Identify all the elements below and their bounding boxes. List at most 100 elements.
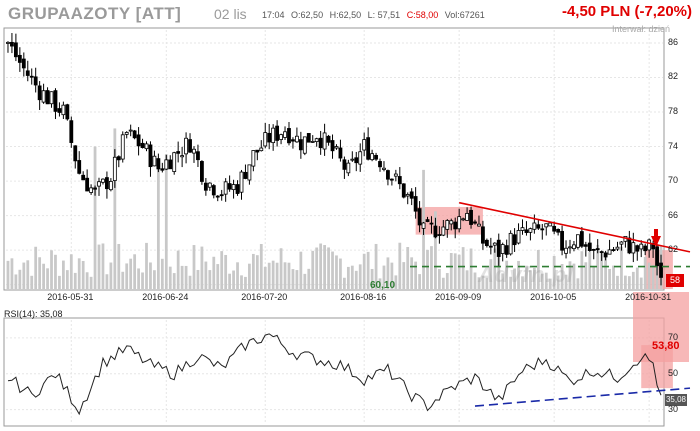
candle-body — [6, 41, 10, 44]
candle-body — [148, 144, 153, 168]
candle-body — [540, 228, 545, 231]
candle-body — [57, 108, 62, 113]
volume-bar — [168, 266, 172, 289]
volume-bar — [564, 274, 568, 289]
candle-body — [69, 120, 74, 143]
candle-body — [382, 167, 386, 170]
y-tick-label: 70 — [668, 175, 679, 186]
candle-body — [45, 90, 50, 105]
candle-body — [326, 135, 331, 143]
candle-body — [25, 70, 30, 76]
candle-body — [314, 138, 319, 143]
x-tick-label: 2016-06-24 — [142, 292, 189, 302]
volume-bar — [236, 262, 239, 289]
candle-body — [227, 183, 232, 190]
rsi-trend-line — [474, 387, 691, 407]
candle-body — [49, 91, 54, 105]
volume-bar — [398, 242, 402, 289]
volume-bar — [513, 268, 516, 289]
volume-bar — [568, 261, 572, 289]
candle-body — [488, 245, 493, 248]
volume-bar — [434, 211, 437, 289]
volume-bar — [631, 271, 635, 289]
volume-bar — [552, 256, 556, 289]
candle-body — [548, 222, 553, 227]
candle-body — [294, 135, 299, 143]
volume-bar — [180, 265, 184, 289]
candle-body — [53, 90, 58, 112]
volume-bar — [172, 273, 176, 289]
volume-bar — [141, 272, 144, 289]
candle-body — [85, 177, 90, 192]
candle-body — [89, 187, 93, 193]
y-tick-label: 66 — [668, 209, 679, 220]
volume-bar — [596, 244, 600, 289]
volume-bar — [295, 270, 299, 289]
candle-body — [81, 174, 86, 181]
candle-body — [401, 183, 406, 198]
rsi-tick-label: 70 — [668, 331, 679, 342]
volume-bar — [46, 268, 49, 289]
x-tick-label: 2016-07-20 — [241, 292, 288, 302]
candle-body — [492, 242, 497, 246]
rsi-tick-label: 50 — [668, 367, 679, 378]
volume-bar — [307, 268, 311, 289]
volume-bar — [331, 251, 334, 289]
volume-bar — [620, 246, 623, 289]
volume-bar — [378, 278, 382, 289]
candle-body — [120, 134, 125, 160]
volume-bar — [62, 260, 65, 289]
candle-body — [192, 148, 196, 154]
volume-bar — [469, 248, 473, 289]
candle-body — [481, 226, 485, 244]
volume-bar — [600, 252, 604, 289]
volume-bar — [283, 262, 287, 289]
candle-body — [243, 171, 248, 179]
volume-bar — [248, 263, 251, 289]
candle-body — [164, 159, 169, 170]
volume-readout: Vol:67261 — [444, 10, 485, 20]
volume-bar — [461, 247, 465, 289]
candle-body — [536, 224, 541, 229]
candle-body — [207, 182, 212, 188]
volume-bar — [394, 275, 398, 289]
candle-body — [512, 234, 517, 246]
header-date: 02 lis — [214, 6, 247, 22]
volume-bar — [263, 266, 267, 289]
x-tick-label: 2016-05-31 — [47, 292, 94, 302]
candle-body — [520, 227, 525, 231]
candle-body — [346, 162, 351, 174]
candle-body — [449, 220, 454, 225]
volume-bar — [311, 250, 315, 289]
candle-body — [108, 181, 113, 191]
candle-body — [322, 132, 327, 150]
volume-bar — [635, 267, 639, 289]
volume-bar — [485, 277, 489, 289]
y-tick-label: 74 — [668, 140, 679, 151]
candle-body — [97, 181, 101, 187]
candle-body — [583, 244, 588, 247]
interval-label: Interwał: dzień — [611, 24, 670, 34]
volume-bar — [509, 276, 513, 289]
volume-bar — [149, 262, 152, 289]
candle-body — [251, 150, 256, 167]
candle-body — [275, 125, 280, 141]
volume-bar — [259, 244, 263, 289]
candle-body — [287, 128, 291, 144]
volume-bar — [465, 270, 469, 289]
trend-lines — [410, 201, 691, 268]
candle-body — [595, 248, 600, 251]
close-readout: C:58,00 — [406, 10, 439, 20]
candle-body — [306, 133, 311, 143]
candle-body — [196, 151, 200, 161]
rsi-tick-label: 30 — [668, 403, 679, 414]
volume-bar — [73, 272, 77, 289]
target-zone — [633, 292, 689, 362]
volume-bar — [244, 276, 247, 289]
candle-body — [271, 127, 276, 144]
candle-body — [235, 184, 240, 194]
volume-bar — [445, 273, 449, 289]
volume-bar — [224, 254, 228, 289]
candle-body — [397, 176, 402, 185]
time-readout: 17:04 — [262, 10, 285, 20]
